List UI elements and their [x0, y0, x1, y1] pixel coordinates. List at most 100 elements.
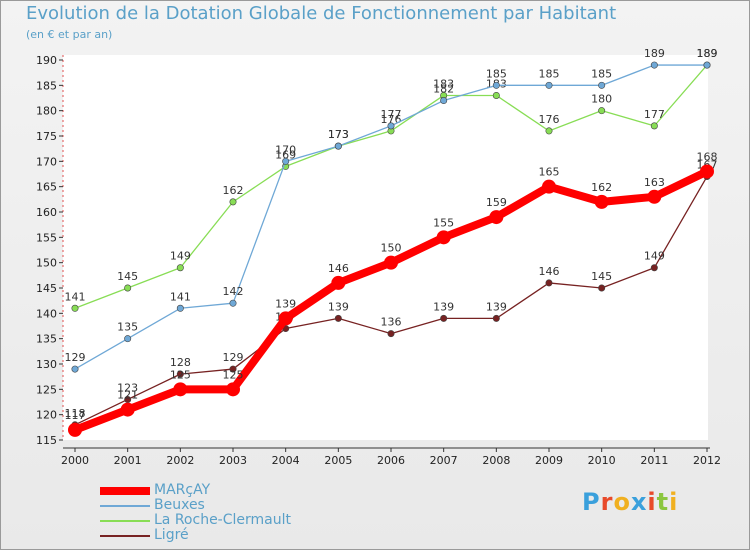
data-label: 141	[170, 290, 191, 303]
logo-letter: i	[669, 488, 679, 516]
data-point	[334, 142, 342, 150]
data-label: 182	[433, 83, 454, 96]
data-label: 176	[539, 113, 560, 126]
chart-title: Evolution de la Dotation Globale de Fonc…	[26, 3, 617, 24]
x-tick-label: 2007	[430, 454, 458, 467]
x-tick-label: 2010	[588, 454, 616, 467]
data-point	[71, 304, 79, 312]
data-label: 159	[486, 196, 507, 209]
data-label: 118	[65, 407, 86, 420]
legend-swatch	[100, 520, 150, 522]
data-point	[226, 382, 240, 397]
y-tick-label: 115	[36, 434, 57, 447]
x-tick-label: 2002	[166, 454, 194, 467]
data-label: 163	[644, 176, 665, 189]
data-point	[124, 284, 132, 292]
data-point	[229, 365, 237, 373]
data-point	[545, 127, 553, 135]
data-point	[492, 314, 500, 322]
x-tick-label: 2008	[482, 454, 510, 467]
legend-label: Beuxes	[154, 497, 205, 513]
logo-letter: i	[647, 488, 657, 516]
y-tick-label: 155	[36, 231, 57, 244]
data-point	[598, 107, 606, 115]
data-label: 185	[539, 67, 560, 80]
data-label: 165	[539, 166, 560, 179]
x-tick-label: 2003	[219, 454, 247, 467]
data-point	[387, 122, 395, 130]
y-tick-label: 150	[36, 257, 57, 270]
data-label: 139	[433, 300, 454, 313]
data-label: 146	[328, 262, 349, 275]
data-point	[598, 284, 606, 292]
x-tick-label: 2000	[61, 454, 89, 467]
data-label: 139	[486, 300, 507, 313]
x-tick-label: 2005	[324, 454, 352, 467]
x-tick-label: 2004	[272, 454, 300, 467]
data-point	[120, 402, 135, 417]
legend-label: Ligré	[154, 527, 189, 543]
data-point	[173, 382, 188, 397]
data-point	[700, 164, 714, 179]
legend-label: La Roche-Clermault	[154, 512, 291, 528]
data-point	[492, 91, 500, 99]
data-label: 139	[275, 297, 296, 310]
y-tick-label: 120	[36, 409, 57, 422]
data-point	[331, 275, 346, 290]
data-point	[598, 81, 606, 89]
chart-subtitle: (en € et par an)	[26, 28, 113, 41]
data-point	[650, 61, 658, 69]
data-point	[440, 97, 448, 105]
data-label: 145	[591, 270, 612, 283]
data-label: 189	[697, 47, 718, 60]
data-label: 146	[539, 265, 560, 278]
data-label: 173	[328, 128, 349, 141]
legend-label: MARçAY	[154, 482, 211, 498]
data-point	[384, 255, 398, 270]
data-point	[594, 194, 609, 209]
y-tick-label: 180	[36, 105, 57, 118]
data-point	[229, 198, 237, 206]
legend-swatch	[100, 487, 150, 495]
data-label: 169	[275, 148, 296, 161]
data-point	[650, 264, 658, 272]
data-label: 150	[381, 242, 402, 255]
y-tick-label: 170	[36, 155, 57, 168]
y-tick-label: 130	[36, 358, 57, 371]
data-label: 141	[65, 290, 86, 303]
y-tick-label: 125	[36, 383, 57, 396]
data-point	[387, 330, 395, 338]
data-point	[68, 422, 82, 437]
data-label: 136	[381, 316, 402, 329]
data-point	[703, 61, 711, 69]
data-label: 125	[223, 368, 244, 381]
data-label: 142	[223, 285, 244, 298]
data-label: 183	[433, 77, 454, 90]
data-point	[334, 314, 342, 322]
x-tick-label: 2011	[640, 454, 668, 467]
logo-letter: o	[613, 488, 631, 516]
data-point	[492, 81, 500, 89]
data-point	[545, 81, 553, 89]
logo-letter: x	[630, 488, 648, 516]
y-tick-label: 175	[36, 130, 57, 143]
logo-letter: r	[600, 488, 614, 516]
data-label: 129	[223, 351, 244, 364]
data-label: 128	[170, 356, 191, 369]
data-point	[71, 365, 79, 373]
y-tick-label: 165	[36, 181, 57, 194]
data-label: 185	[591, 67, 612, 80]
data-point	[124, 335, 132, 343]
data-point	[647, 189, 662, 204]
data-label: 177	[644, 108, 665, 121]
data-label: 123	[117, 381, 138, 394]
y-tick-label: 140	[36, 307, 57, 320]
y-tick-label: 190	[36, 54, 57, 67]
data-label: 149	[644, 250, 665, 263]
y-tick-label: 135	[36, 333, 57, 346]
legend-swatch	[100, 535, 150, 537]
data-label: 162	[591, 181, 612, 194]
data-point	[440, 314, 448, 322]
data-label: 168	[697, 150, 718, 163]
